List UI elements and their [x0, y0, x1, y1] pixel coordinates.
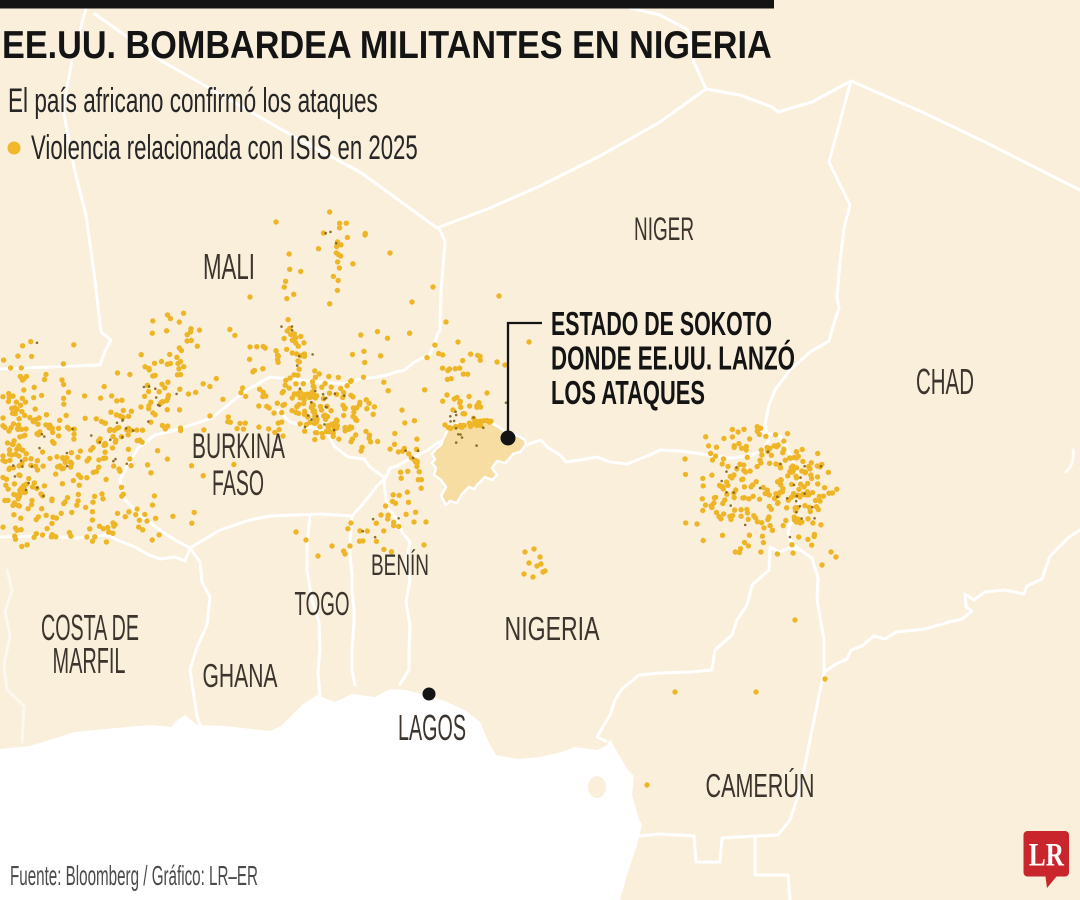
svg-text:NIGERIA: NIGERIA	[505, 611, 600, 648]
svg-text:MALI: MALI	[203, 248, 255, 288]
svg-text:DONDE EE.UU. LANZÓ: DONDE EE.UU. LANZÓ	[551, 340, 795, 376]
svg-text:CHAD: CHAD	[916, 362, 974, 403]
svg-text:COSTA DE: COSTA DE	[41, 609, 139, 649]
svg-text:Violencia relacionada con ISIS: Violencia relacionada con ISIS en 2025	[31, 129, 418, 167]
svg-text:GHANA: GHANA	[203, 657, 278, 694]
svg-text:CAMERÚN: CAMERÚN	[706, 767, 815, 804]
svg-text:TOGO: TOGO	[295, 586, 350, 623]
svg-text:BENÍN: BENÍN	[371, 548, 429, 583]
svg-text:BURKINA: BURKINA	[192, 428, 286, 467]
svg-text:FASO: FASO	[212, 464, 264, 504]
svg-text:EE.UU. BOMBARDEA MILITANTES EN: EE.UU. BOMBARDEA MILITANTES EN NIGERIA	[2, 23, 772, 67]
svg-text:Fuente: Bloomberg / Gráfico: L: Fuente: Bloomberg / Gráfico: LR–ER	[10, 860, 258, 891]
svg-text:LAGOS: LAGOS	[398, 709, 466, 749]
svg-text:MARFIL: MARFIL	[53, 642, 126, 682]
svg-text:LOS ATAQUES: LOS ATAQUES	[551, 375, 705, 412]
svg-text:LR: LR	[1029, 837, 1065, 873]
svg-text:El país africano confirmó los: El país africano confirmó los ataques	[8, 83, 378, 121]
svg-text:ESTADO DE SOKOTO: ESTADO DE SOKOTO	[551, 305, 772, 342]
svg-text:NIGER: NIGER	[634, 211, 694, 248]
